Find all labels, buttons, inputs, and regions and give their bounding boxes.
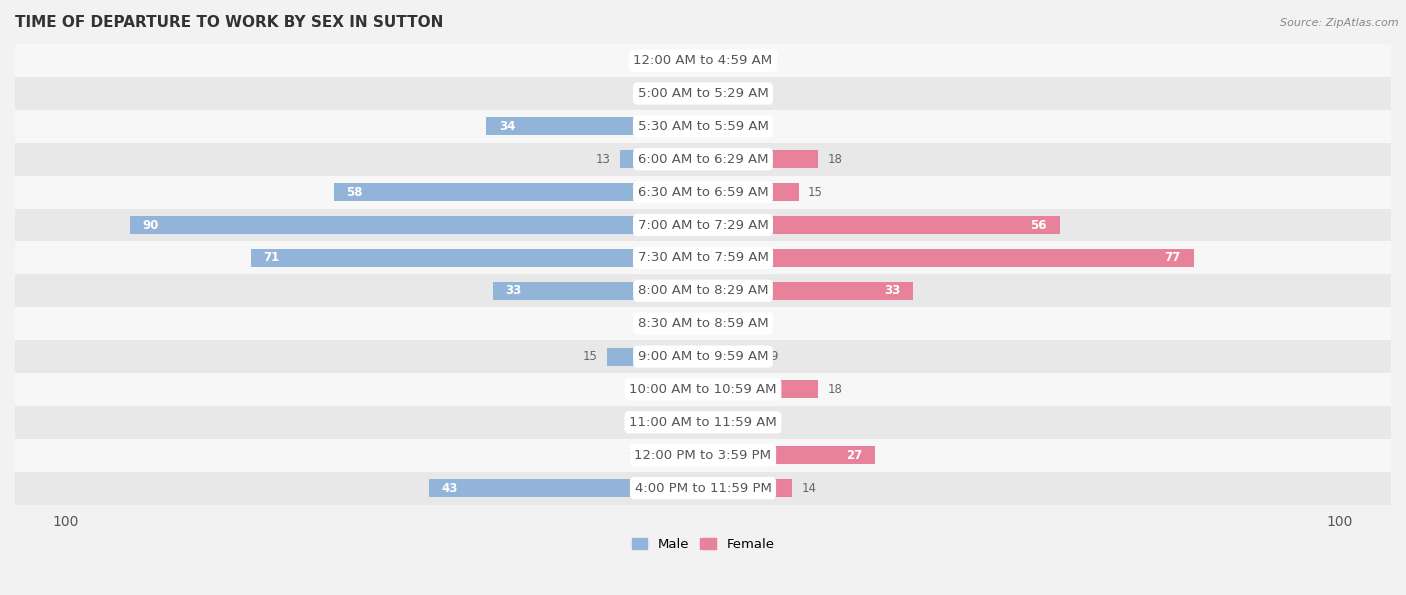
Bar <box>607 347 703 365</box>
Text: 9: 9 <box>628 449 636 462</box>
Text: 58: 58 <box>346 186 363 199</box>
Text: 5: 5 <box>654 87 662 100</box>
Text: 10:00 AM to 10:59 AM: 10:00 AM to 10:59 AM <box>630 383 776 396</box>
Bar <box>703 282 914 300</box>
Bar <box>703 347 761 365</box>
Text: 18: 18 <box>827 383 842 396</box>
Bar <box>0 307 1406 340</box>
Text: Source: ZipAtlas.com: Source: ZipAtlas.com <box>1281 18 1399 28</box>
Bar <box>492 282 703 300</box>
Bar <box>0 406 1406 439</box>
Text: 0: 0 <box>686 383 693 396</box>
Bar <box>658 52 703 70</box>
Text: 12:00 PM to 3:59 PM: 12:00 PM to 3:59 PM <box>634 449 772 462</box>
Text: 7:30 AM to 7:59 AM: 7:30 AM to 7:59 AM <box>637 252 769 264</box>
Bar <box>671 84 703 102</box>
Bar <box>703 446 875 464</box>
Bar <box>250 249 703 267</box>
Text: 15: 15 <box>808 186 823 199</box>
Text: 7:00 AM to 7:29 AM: 7:00 AM to 7:29 AM <box>638 218 768 231</box>
Bar <box>703 150 818 168</box>
Text: 15: 15 <box>583 350 598 363</box>
Text: 4:00 PM to 11:59 PM: 4:00 PM to 11:59 PM <box>634 481 772 494</box>
Bar <box>0 373 1406 406</box>
Bar <box>0 439 1406 472</box>
Bar <box>0 110 1406 143</box>
Bar <box>0 77 1406 110</box>
Text: 9: 9 <box>770 350 778 363</box>
Text: 13: 13 <box>596 153 610 166</box>
Text: 90: 90 <box>142 218 159 231</box>
Bar <box>0 340 1406 373</box>
Bar <box>703 380 818 399</box>
Bar <box>0 209 1406 242</box>
Bar <box>0 44 1406 77</box>
Bar <box>0 472 1406 505</box>
Text: 0: 0 <box>686 317 693 330</box>
Text: 18: 18 <box>827 153 842 166</box>
Text: 0: 0 <box>713 416 720 429</box>
Bar <box>129 216 703 234</box>
Bar <box>703 249 1194 267</box>
Text: 77: 77 <box>1164 252 1181 264</box>
Text: 12:00 AM to 4:59 AM: 12:00 AM to 4:59 AM <box>634 54 772 67</box>
Text: 33: 33 <box>506 284 522 298</box>
Text: 5:30 AM to 5:59 AM: 5:30 AM to 5:59 AM <box>637 120 769 133</box>
Text: 11:00 AM to 11:59 AM: 11:00 AM to 11:59 AM <box>628 416 778 429</box>
Text: 56: 56 <box>1031 218 1047 231</box>
Text: 0: 0 <box>713 120 720 133</box>
Text: 6:30 AM to 6:59 AM: 6:30 AM to 6:59 AM <box>638 186 768 199</box>
Bar <box>0 242 1406 274</box>
Text: 8:00 AM to 8:29 AM: 8:00 AM to 8:29 AM <box>638 284 768 298</box>
Bar <box>645 446 703 464</box>
Text: 8: 8 <box>763 54 770 67</box>
Text: 71: 71 <box>263 252 280 264</box>
Text: 0: 0 <box>686 416 693 429</box>
Bar <box>0 274 1406 307</box>
Text: 27: 27 <box>846 449 862 462</box>
Bar <box>703 183 799 201</box>
Text: 7: 7 <box>641 54 648 67</box>
Bar <box>486 117 703 136</box>
Text: 14: 14 <box>801 481 817 494</box>
Text: 33: 33 <box>884 284 900 298</box>
Bar <box>703 479 792 497</box>
Bar <box>703 315 741 333</box>
Bar <box>333 183 703 201</box>
Text: 43: 43 <box>441 481 458 494</box>
Bar <box>620 150 703 168</box>
Text: 8:30 AM to 8:59 AM: 8:30 AM to 8:59 AM <box>638 317 768 330</box>
Bar <box>0 176 1406 209</box>
Text: 34: 34 <box>499 120 516 133</box>
Text: 5:00 AM to 5:29 AM: 5:00 AM to 5:29 AM <box>638 87 768 100</box>
Text: TIME OF DEPARTURE TO WORK BY SEX IN SUTTON: TIME OF DEPARTURE TO WORK BY SEX IN SUTT… <box>15 15 443 30</box>
Text: 6: 6 <box>751 317 758 330</box>
Bar <box>0 143 1406 176</box>
Text: 3: 3 <box>731 87 740 100</box>
Bar <box>703 84 723 102</box>
Legend: Male, Female: Male, Female <box>626 531 780 558</box>
Text: 9:00 AM to 9:59 AM: 9:00 AM to 9:59 AM <box>638 350 768 363</box>
Text: 6:00 AM to 6:29 AM: 6:00 AM to 6:29 AM <box>638 153 768 166</box>
Bar <box>429 479 703 497</box>
Bar <box>703 52 754 70</box>
Bar <box>703 216 1060 234</box>
